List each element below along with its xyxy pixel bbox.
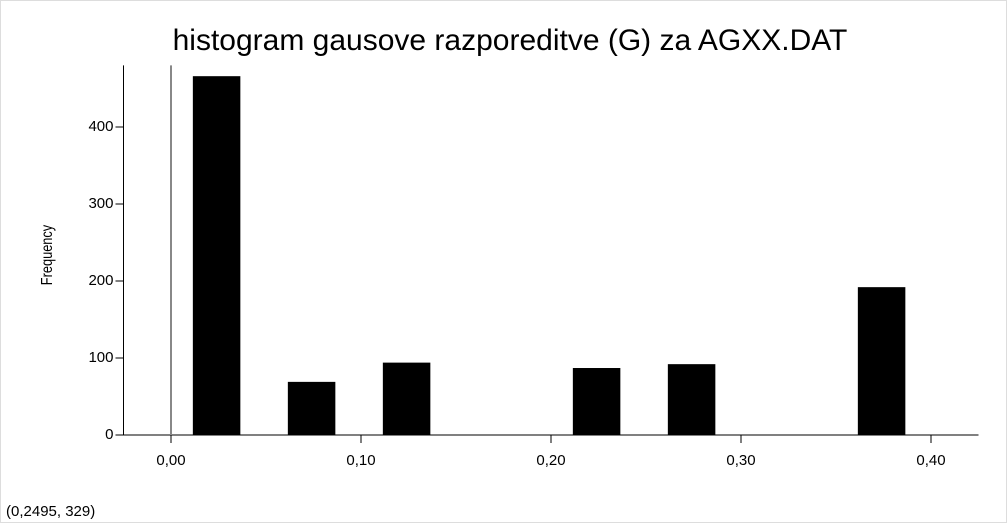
bar (287, 381, 336, 435)
x-tick-label: 0,00 (156, 452, 185, 469)
y-axis-label: Frequency (39, 224, 57, 285)
bar (192, 76, 241, 436)
x-tick-label: 0,20 (536, 452, 565, 469)
bar (572, 368, 621, 435)
y-tick-label: 300 (88, 195, 113, 212)
x-tick-label: 0,40 (916, 452, 945, 469)
x-tick-label: 0,30 (726, 452, 755, 469)
bar (857, 287, 906, 435)
y-tick-label: 400 (88, 118, 113, 135)
y-tick-label: 0 (105, 426, 113, 443)
chart-title: histogram gausove razporeditve (G) za AG… (173, 24, 848, 57)
x-tick-label: 0,10 (346, 452, 375, 469)
y-tick-label: 100 (88, 349, 113, 366)
status-text: (0,2495, 329) (6, 503, 95, 520)
y-tick-label: 200 (88, 272, 113, 289)
bar (667, 364, 716, 435)
bar (382, 362, 431, 435)
